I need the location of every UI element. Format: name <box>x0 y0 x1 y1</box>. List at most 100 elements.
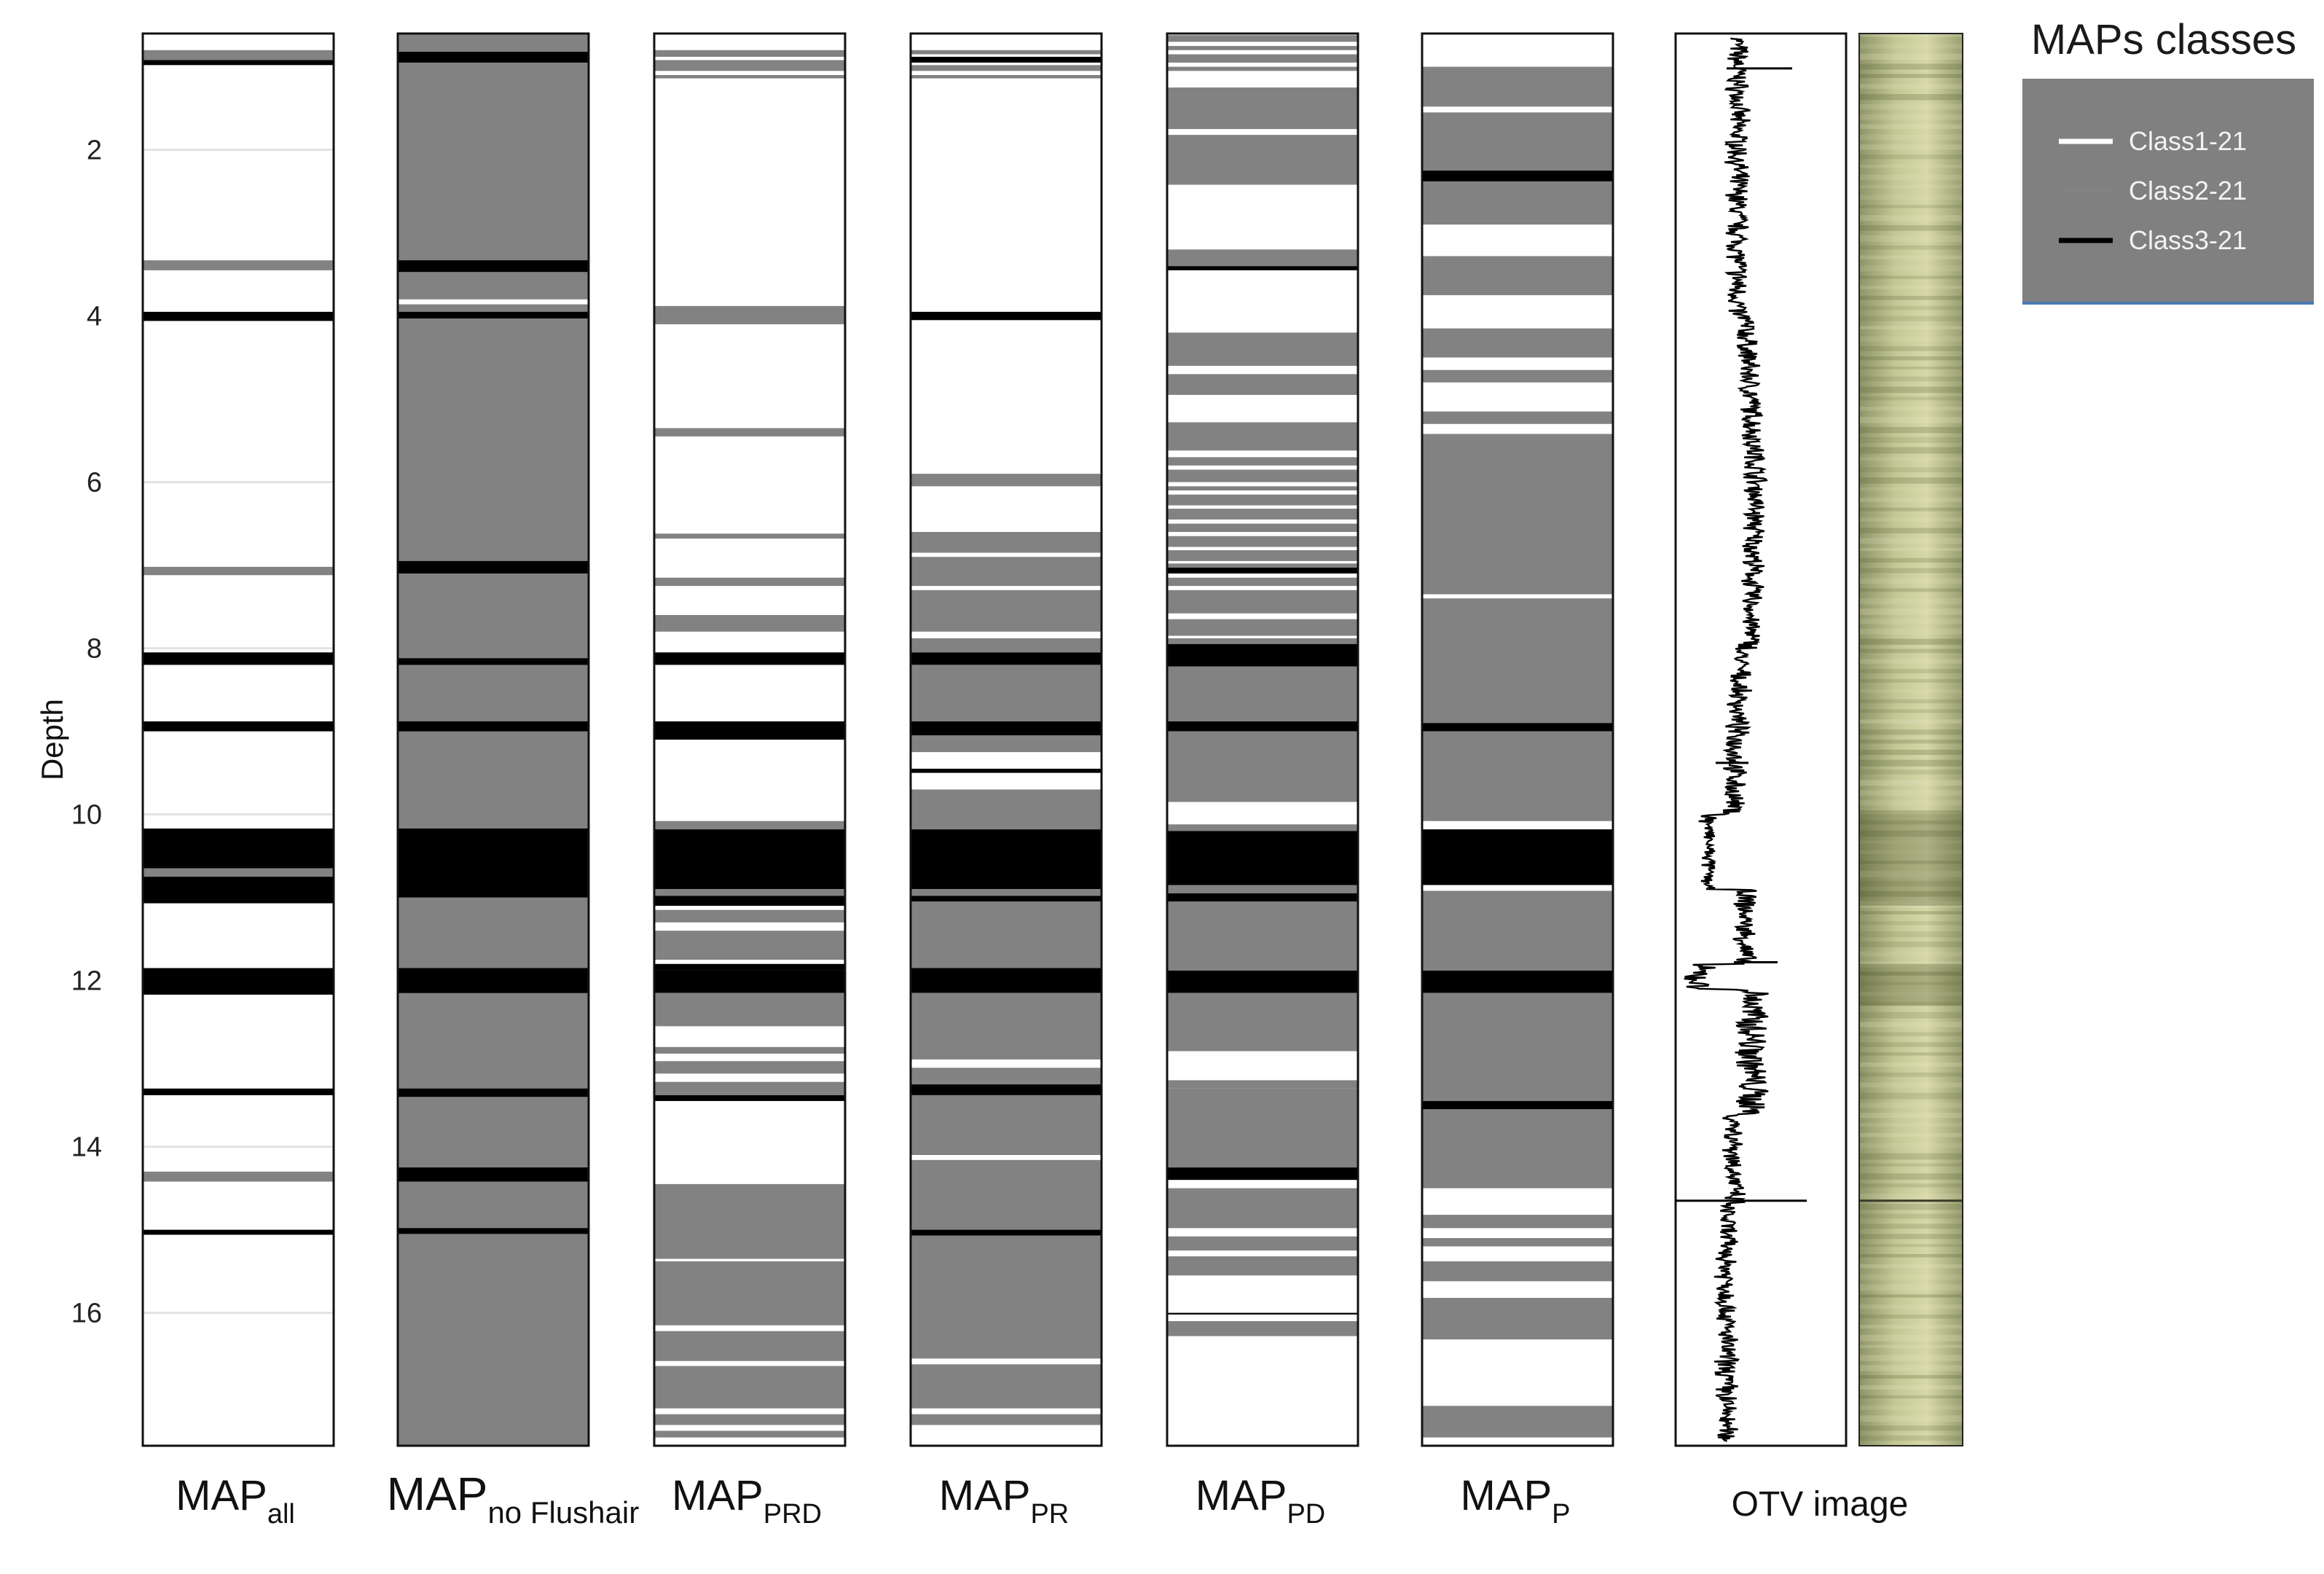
otv-texture-band <box>1859 1274 1963 1280</box>
class-band <box>398 1167 589 1182</box>
class-band <box>1167 523 1358 532</box>
class-band <box>911 1229 1102 1236</box>
class-band <box>911 1095 1102 1155</box>
otv-image <box>1859 34 1963 1446</box>
class-band <box>654 1183 845 1326</box>
class-band <box>1167 992 1358 1052</box>
class-band <box>911 1414 1102 1425</box>
otv-texture-band <box>1859 1425 1963 1431</box>
class-band <box>1422 181 1613 225</box>
class-band <box>911 1235 1102 1359</box>
class-band <box>1422 434 1613 595</box>
otv-texture-band <box>1859 114 1963 120</box>
otv-texture-band <box>1859 144 1963 150</box>
class-band <box>1167 374 1358 395</box>
otv-texture-band <box>1859 154 1963 160</box>
otv-texture-band <box>1859 124 1963 129</box>
otv-texture-band <box>1859 890 1963 897</box>
otv-texture-band <box>1859 557 1963 563</box>
otv-texture-band <box>1859 366 1963 369</box>
otv-texture-band <box>1859 1203 1963 1210</box>
otv-texture-band <box>1859 316 1963 321</box>
class-band <box>654 896 845 906</box>
class-band <box>143 721 334 732</box>
otv-texture-band <box>1859 436 1963 443</box>
class-band <box>911 474 1102 487</box>
class-band <box>1422 723 1613 732</box>
otv-texture-band <box>1859 759 1963 767</box>
otv-texture-band <box>1859 195 1963 200</box>
class-band <box>1167 494 1358 506</box>
class-band <box>1167 536 1358 547</box>
class-band <box>654 428 845 436</box>
otv-texture-band <box>1859 477 1963 484</box>
class-band <box>1422 1298 1613 1340</box>
class-band <box>143 968 334 995</box>
otv-texture-band <box>1859 880 1963 887</box>
otv-texture-band <box>1859 971 1963 976</box>
class-band <box>1167 577 1358 587</box>
class-band <box>1167 1088 1358 1168</box>
track-frame <box>1166 32 1359 1447</box>
class-band <box>654 60 845 71</box>
class-band <box>1422 731 1613 821</box>
class-band <box>654 50 845 57</box>
track-label: MAPno Flushair <box>387 1468 639 1530</box>
class-band <box>398 658 589 665</box>
otv-texture-band <box>1859 608 1963 615</box>
class-band <box>911 992 1102 1060</box>
class-band <box>911 823 1102 830</box>
class-band <box>1422 829 1613 885</box>
otv-texture-band <box>1859 840 1963 844</box>
otv-texture-band <box>1859 992 1963 996</box>
class-band <box>1422 970 1613 993</box>
track-label-sub: no Flushair <box>487 1495 639 1530</box>
class-band <box>654 909 845 923</box>
class-band <box>911 721 1102 736</box>
class-band <box>654 1414 845 1425</box>
class-band <box>1167 486 1358 490</box>
class-band <box>398 52 589 63</box>
class-band <box>654 1061 845 1074</box>
class-band <box>143 1171 334 1182</box>
otv-texture-band <box>1859 1315 1963 1319</box>
otv-texture-band <box>1859 1072 1963 1077</box>
otv-texture-band <box>1859 164 1963 168</box>
otv-texture-band <box>1859 43 1963 49</box>
class-band <box>654 1331 845 1361</box>
class-band <box>911 789 1102 823</box>
class-band <box>1167 1080 1358 1089</box>
track-frame <box>396 32 590 1447</box>
otv-texture-band <box>1859 1415 1963 1422</box>
otv-texture-band <box>1859 951 1963 957</box>
class-band <box>398 560 589 573</box>
otv-texture-band <box>1859 487 1963 491</box>
otv-texture-band <box>1859 729 1963 735</box>
class-band <box>143 260 334 270</box>
class-band <box>1167 731 1358 802</box>
track-label: MAPPD <box>1196 1472 1325 1530</box>
class-band <box>143 566 334 576</box>
class-band <box>1167 721 1358 732</box>
class-band <box>1167 1321 1358 1336</box>
class-band <box>1422 1406 1613 1438</box>
signal-trace <box>1684 37 1769 1442</box>
otv-texture-band <box>1859 678 1963 683</box>
class-band <box>911 889 1102 896</box>
otv-texture-band <box>1859 1103 1963 1108</box>
class-band <box>143 652 334 665</box>
signal-frame <box>1674 32 1848 1447</box>
otv-texture-band <box>1859 1163 1963 1167</box>
depth-tick-label: 14 <box>71 1132 102 1163</box>
class-band <box>143 877 334 904</box>
class-band <box>654 992 845 1027</box>
otv-texture-band <box>1859 578 1963 584</box>
class-band <box>654 821 845 830</box>
class-band <box>654 1258 845 1261</box>
class-band <box>654 1046 845 1054</box>
track-label-main: MAP <box>672 1472 763 1519</box>
otv-dark-zone <box>1859 963 1963 1006</box>
otv-texture-band <box>1859 94 1963 101</box>
otv-texture-band <box>1859 588 1963 592</box>
otv-texture-band <box>1859 861 1963 864</box>
